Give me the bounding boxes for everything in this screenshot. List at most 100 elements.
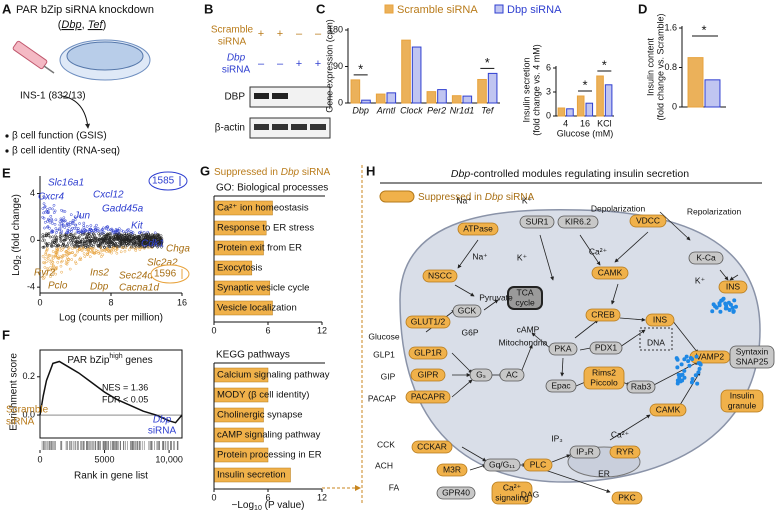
- density-texture: [109, 249, 113, 253]
- label: INS-1 (832/13): [20, 91, 86, 102]
- density-texture: [150, 246, 154, 250]
- node-label: TCA: [517, 287, 534, 297]
- x-tick-label: 6: [265, 492, 270, 502]
- density-texture: [115, 242, 119, 245]
- density-texture: [46, 225, 49, 229]
- density-texture: [65, 262, 69, 266]
- node-label: GPR40: [442, 487, 470, 497]
- y-axis-label: Insulin secretion: [521, 57, 531, 122]
- node-label: GCK: [458, 305, 477, 315]
- granule: [710, 309, 715, 314]
- node: [611, 491, 643, 505]
- density-texture: [142, 233, 146, 237]
- gene-label: Ins2: [90, 268, 109, 279]
- granule: [733, 304, 738, 309]
- density-texture: [88, 243, 92, 247]
- arrow: [719, 269, 729, 281]
- arrow: [461, 446, 487, 462]
- density-texture: [50, 219, 54, 223]
- y-tick-label: 0.2: [22, 371, 35, 381]
- density-texture: [123, 232, 127, 236]
- diagram-label: GIP: [381, 371, 396, 381]
- diagram-label: FA: [389, 482, 400, 492]
- density-texture: [80, 229, 84, 233]
- density-texture: [42, 245, 46, 249]
- node: [557, 215, 599, 229]
- density-texture: [41, 245, 45, 249]
- bar-label: Exocytosis: [217, 263, 263, 274]
- granule: [723, 306, 728, 311]
- gene-label: Cxcr4: [38, 192, 65, 203]
- density-texture: [89, 240, 92, 244]
- node: [585, 308, 621, 322]
- text-part: Dbp: [61, 19, 81, 31]
- label: H: [366, 163, 375, 178]
- x-tick-label: 12: [317, 325, 327, 335]
- node: [436, 486, 476, 500]
- granule: [695, 381, 700, 386]
- node: [519, 215, 555, 229]
- density-texture: [142, 231, 146, 234]
- density-texture: [46, 217, 50, 221]
- density-texture: [54, 227, 58, 230]
- granule: [689, 380, 694, 385]
- density-texture: [89, 241, 92, 245]
- density-texture: [62, 241, 65, 245]
- granule: [697, 366, 702, 371]
- density-texture: [74, 236, 78, 240]
- density-texture: [86, 238, 90, 241]
- density-texture: [44, 241, 48, 245]
- label: β-actin: [215, 123, 245, 134]
- arrow: [544, 469, 611, 493]
- text-part: high: [109, 353, 122, 360]
- density-texture: [45, 260, 48, 264]
- density-texture: [140, 235, 143, 238]
- density-texture: [46, 267, 49, 270]
- bar: [604, 84, 613, 117]
- density-texture: [45, 244, 49, 248]
- density-texture: [118, 227, 121, 231]
- density-texture: [127, 228, 130, 231]
- diagram-label: DNA: [647, 337, 665, 347]
- density-texture: [134, 249, 138, 252]
- y-axis-label: Gene expression (cpm): [324, 19, 334, 113]
- density-texture: [123, 240, 126, 244]
- legend-swatch: [494, 4, 504, 14]
- y-axis-label: Log2 (fold change): [11, 194, 24, 276]
- density-texture: [71, 238, 75, 242]
- density-texture: [55, 239, 58, 242]
- density-texture: [134, 240, 138, 244]
- density-texture: [99, 255, 103, 258]
- text-part: (P value): [262, 500, 305, 511]
- node: [583, 366, 625, 390]
- x-tick-label: Per2: [427, 105, 446, 115]
- arrow: [611, 283, 619, 305]
- node: [718, 280, 748, 294]
- granule: [732, 298, 737, 303]
- density-texture: [96, 244, 100, 248]
- density-texture: [58, 227, 61, 231]
- density-texture: [84, 243, 88, 247]
- density-texture: [79, 256, 82, 260]
- density-texture: [123, 243, 126, 246]
- x-tick-label: Clock: [400, 105, 423, 115]
- density-texture: [51, 207, 54, 211]
- density-texture: [131, 231, 135, 234]
- bar: [386, 92, 397, 104]
- sig-star: *: [358, 61, 363, 76]
- density-texture: [79, 239, 83, 243]
- density-texture: [81, 242, 85, 246]
- density-texture: [111, 235, 115, 239]
- bar: [557, 107, 566, 117]
- density-texture: [138, 248, 142, 251]
- density-texture: [63, 234, 67, 238]
- density-texture: [152, 239, 156, 243]
- node: [629, 214, 667, 228]
- node: [645, 313, 675, 327]
- label: Scramble: [211, 25, 254, 36]
- density-texture: [83, 255, 87, 258]
- density-texture: [63, 233, 67, 237]
- x-tick-label: 16: [177, 297, 187, 307]
- node-label: VDCC: [636, 215, 660, 225]
- granule: [693, 373, 698, 378]
